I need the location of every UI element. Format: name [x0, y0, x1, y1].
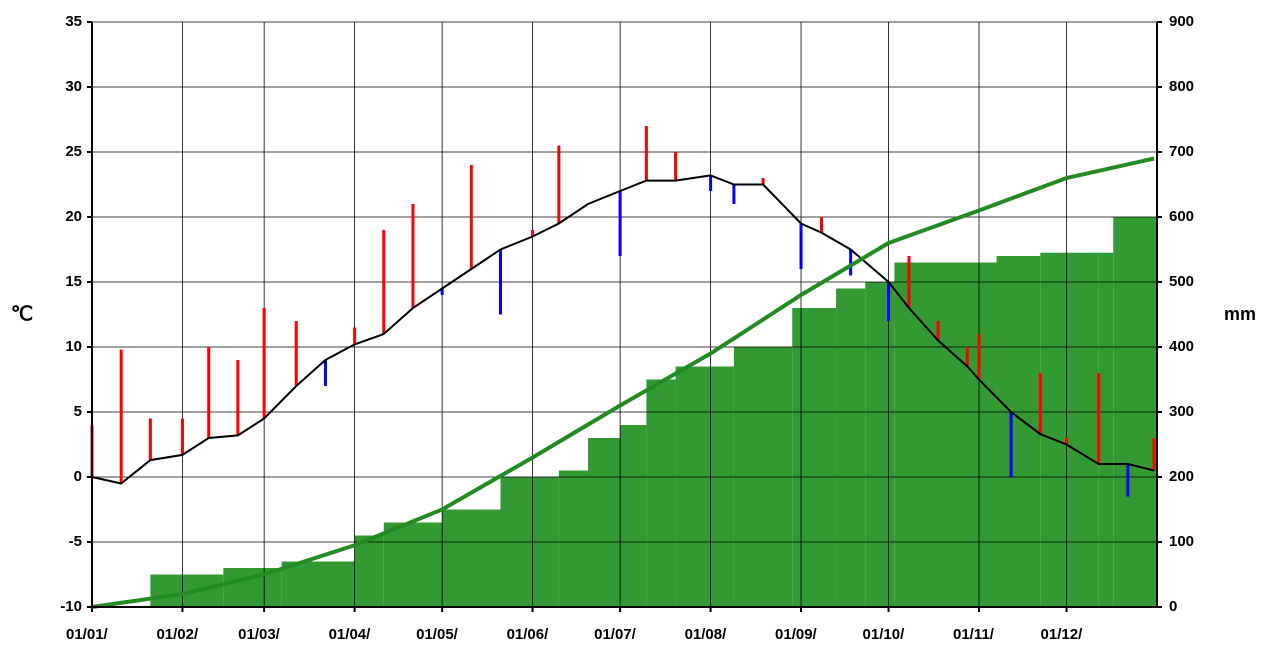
precip-area-step	[865, 282, 895, 607]
precip-area-step	[223, 568, 282, 607]
precip-area-step	[1040, 252, 1099, 607]
y-tick-label: 15	[65, 273, 82, 290]
y-tick-label: 35	[65, 13, 82, 30]
y2-tick-label: 500	[1169, 273, 1194, 290]
x-tick-label: 01/11/	[953, 626, 995, 643]
normal-temp-line	[91, 174, 1155, 485]
precip-area-step	[588, 438, 621, 607]
precip-area-step	[792, 308, 837, 607]
precip-area-step	[281, 561, 355, 607]
y-tick-label: 0	[74, 468, 82, 485]
y2-tick-label: 800	[1169, 78, 1194, 95]
precip-area-step	[558, 470, 589, 607]
precip-area-step	[620, 425, 647, 607]
y-axis-label: ℃	[11, 303, 33, 325]
x-tick-label: 01/04/	[329, 626, 372, 643]
y2-axis-label: mm	[1224, 304, 1256, 324]
y2-tick-label: 100	[1169, 533, 1194, 550]
y-tick-label: 30	[65, 78, 82, 95]
y-tick-label: 5	[74, 403, 82, 420]
precip-area-step	[1098, 252, 1114, 607]
precip-area-step	[646, 379, 676, 607]
x-tick-label: 01/03/	[238, 626, 281, 643]
y2-tick-label: 600	[1169, 208, 1194, 225]
x-tick-label: 01/06/	[507, 626, 550, 643]
y2-tick-label: 400	[1169, 338, 1194, 355]
y2-tick-label: 900	[1169, 13, 1194, 30]
x-tick-label: 01/07/	[594, 626, 637, 643]
precip-area-step	[996, 256, 1041, 607]
precip-line	[91, 156, 1155, 609]
precip-area-step	[894, 262, 997, 607]
y2-tick-label: 0	[1169, 598, 1177, 615]
x-tick-label: 01/10/	[863, 626, 906, 643]
precip-area-step	[442, 509, 501, 607]
x-tick-label: 01/09/	[775, 626, 818, 643]
y-tick-label: -10	[60, 598, 82, 615]
precip-area-step	[150, 574, 224, 607]
x-tick-label: 01/01/	[66, 626, 109, 643]
y2-tick-label: 300	[1169, 403, 1194, 420]
y2-tick-label: 200	[1169, 468, 1194, 485]
x-tick-label: 01/08/	[685, 626, 728, 643]
precip-area-step	[675, 366, 734, 607]
y-tick-label: -5	[69, 533, 82, 550]
precip-area-step	[354, 535, 384, 607]
x-tick-label: 01/02/	[156, 626, 199, 643]
y-tick-label: 25	[65, 143, 82, 160]
y2-tick-label: 700	[1169, 143, 1194, 160]
precip-area-step	[836, 288, 866, 607]
y-tick-label: 10	[65, 338, 82, 355]
x-tick-label: 01/05/	[416, 626, 459, 643]
y-tick-label: 20	[65, 208, 82, 225]
precip-area-step	[383, 522, 443, 607]
x-tick-label: 01/12/	[1041, 626, 1084, 643]
